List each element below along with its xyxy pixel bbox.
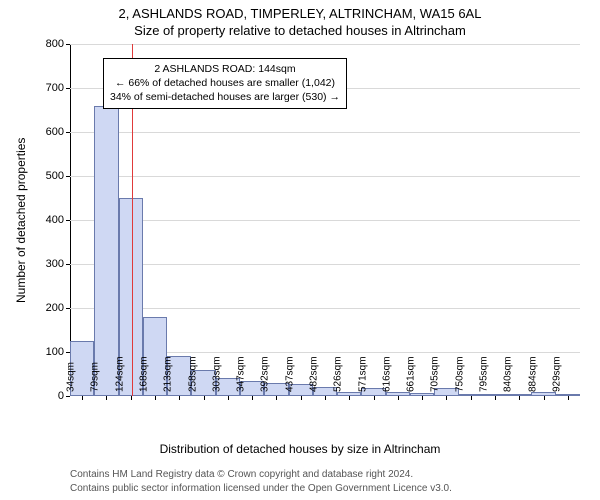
x-tick-label: 303sqm (211, 356, 222, 396)
gridline (70, 132, 580, 133)
x-tick (131, 396, 132, 400)
chart-title-line1: 2, ASHLANDS ROAD, TIMPERLEY, ALTRINCHAM,… (0, 6, 600, 21)
x-tick (155, 396, 156, 400)
x-tick (252, 396, 253, 400)
x-tick-label: 347sqm (236, 356, 247, 396)
x-tick-label: 437sqm (284, 356, 295, 396)
x-tick-label: 884sqm (527, 356, 538, 396)
x-tick-label: 750sqm (454, 356, 465, 396)
x-tick-label: 929sqm (551, 356, 562, 396)
annotation-line-3: 34% of semi-detached houses are larger (… (110, 90, 340, 104)
x-tick-label: 168sqm (139, 356, 150, 396)
y-tick-label: 600 (46, 126, 70, 138)
x-tick (519, 396, 520, 400)
x-tick-label: 840sqm (503, 356, 514, 396)
gridline (70, 220, 580, 221)
y-tick-label: 700 (46, 82, 70, 94)
gridline (70, 44, 580, 45)
gridline (70, 264, 580, 265)
x-tick-label: 616sqm (381, 356, 392, 396)
x-tick (398, 396, 399, 400)
x-tick (82, 396, 83, 400)
x-tick (422, 396, 423, 400)
chart-title-line2: Size of property relative to detached ho… (0, 23, 600, 38)
y-tick-label: 400 (46, 214, 70, 226)
x-tick (301, 396, 302, 400)
x-tick-label: 705sqm (430, 356, 441, 396)
x-tick (471, 396, 472, 400)
value-annotation: 2 ASHLANDS ROAD: 144sqm ← 66% of detache… (103, 58, 347, 109)
y-tick-label: 200 (46, 302, 70, 314)
annotation-line-1: 2 ASHLANDS ROAD: 144sqm (110, 62, 340, 76)
annotation-line-2: ← 66% of detached houses are smaller (1,… (110, 76, 340, 90)
x-tick (544, 396, 545, 400)
x-tick (179, 396, 180, 400)
x-axis-label: Distribution of detached houses by size … (0, 442, 600, 456)
x-tick-label: 258sqm (187, 356, 198, 396)
y-tick-label: 500 (46, 170, 70, 182)
footer-line-2: Contains public sector information licen… (70, 483, 452, 494)
x-tick (106, 396, 107, 400)
x-tick-label: 79sqm (90, 362, 101, 396)
x-tick (204, 396, 205, 400)
gridline (70, 308, 580, 309)
x-tick-label: 482sqm (309, 356, 320, 396)
x-tick-label: 526sqm (333, 356, 344, 396)
y-tick-label: 300 (46, 258, 70, 270)
x-tick (325, 396, 326, 400)
histogram-bar (94, 106, 118, 396)
y-tick-label: 100 (46, 346, 70, 358)
footer-line-1: Contains HM Land Registry data © Crown c… (70, 469, 413, 480)
x-tick (228, 396, 229, 400)
x-tick (276, 396, 277, 400)
x-tick-label: 392sqm (260, 356, 271, 396)
x-tick-label: 213sqm (163, 356, 174, 396)
y-tick-label: 800 (46, 38, 70, 50)
x-tick (568, 396, 569, 400)
x-tick (495, 396, 496, 400)
x-tick-label: 661sqm (406, 356, 417, 396)
x-tick-label: 124sqm (114, 356, 125, 396)
x-tick-label: 795sqm (479, 356, 490, 396)
y-axis-label: Number of detached properties (14, 44, 28, 396)
x-tick (374, 396, 375, 400)
x-tick-label: 34sqm (66, 362, 77, 396)
x-tick (446, 396, 447, 400)
gridline (70, 176, 580, 177)
x-tick-label: 571sqm (357, 356, 368, 396)
x-tick (349, 396, 350, 400)
